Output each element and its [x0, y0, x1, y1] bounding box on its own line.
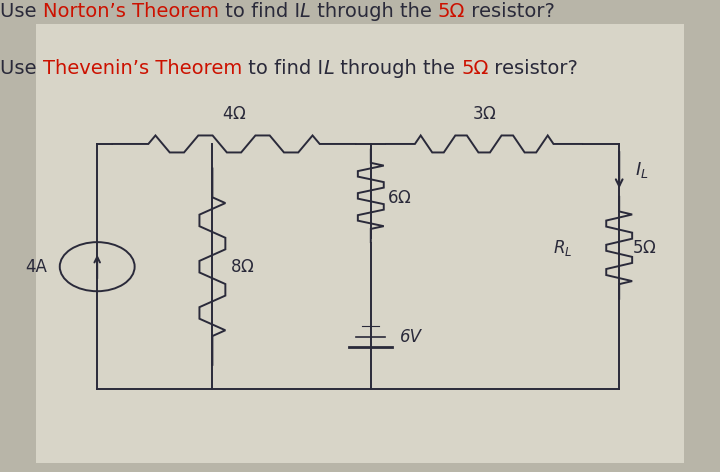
- Text: resistor?: resistor?: [465, 2, 555, 21]
- Text: Thevenin’s Theorem: Thevenin’s Theorem: [42, 59, 242, 78]
- Text: to find I: to find I: [219, 2, 300, 21]
- Text: $8\Omega$: $8\Omega$: [230, 258, 255, 276]
- Text: Norton’s Theorem: Norton’s Theorem: [42, 2, 219, 21]
- Text: L: L: [300, 2, 311, 21]
- Text: $I_L$: $I_L$: [635, 160, 649, 180]
- Text: $3\Omega$: $3\Omega$: [472, 105, 497, 123]
- Text: through the: through the: [334, 59, 461, 78]
- Text: 5Ω: 5Ω: [461, 59, 488, 78]
- Text: L: L: [323, 59, 334, 78]
- Text: through the: through the: [311, 2, 438, 21]
- Text: 4A: 4A: [25, 258, 47, 276]
- Text: resistor?: resistor?: [488, 59, 578, 78]
- FancyBboxPatch shape: [36, 24, 684, 463]
- Text: 6V: 6V: [400, 328, 422, 346]
- Text: $6\Omega$: $6\Omega$: [387, 189, 411, 207]
- Text: Use: Use: [0, 2, 42, 21]
- Text: $R_L$: $R_L$: [553, 238, 572, 258]
- Text: $5\Omega$: $5\Omega$: [632, 239, 657, 257]
- Text: to find I: to find I: [242, 59, 323, 78]
- Text: Use: Use: [0, 59, 42, 78]
- Text: 5Ω: 5Ω: [438, 2, 465, 21]
- Text: $4\Omega$: $4\Omega$: [222, 105, 246, 123]
